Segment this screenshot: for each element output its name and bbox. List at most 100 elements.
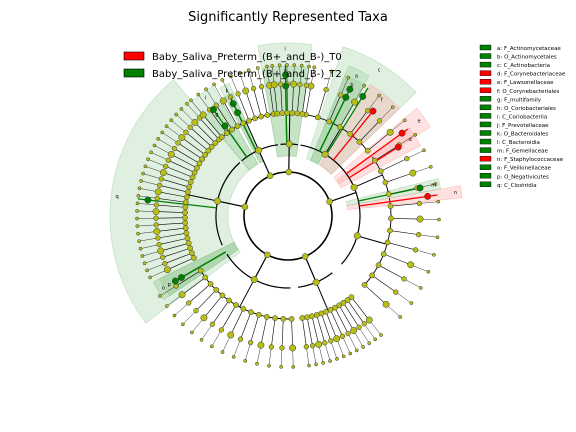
order-node — [284, 110, 291, 116]
leaf-branch — [403, 278, 421, 289]
order-node — [384, 239, 391, 246]
order-branch — [383, 253, 411, 266]
family-node — [178, 134, 186, 141]
leaf-node — [136, 193, 141, 198]
leaf-node — [314, 362, 318, 367]
phylum-branch — [304, 256, 317, 283]
phylum-node — [241, 203, 249, 211]
leaf-branch — [268, 346, 272, 366]
taxon-node-c — [359, 92, 367, 100]
class-node — [321, 150, 329, 158]
order-node — [183, 199, 189, 206]
order-branch — [185, 132, 209, 151]
order-branch — [328, 94, 342, 122]
clade-label-n: n — [454, 190, 457, 196]
order-node — [314, 114, 321, 121]
family-node — [412, 247, 419, 253]
order-node — [218, 134, 225, 140]
order-branch — [339, 101, 355, 128]
leaf-node — [237, 71, 242, 75]
family-node — [153, 215, 159, 221]
family-node — [171, 145, 178, 152]
order-branch — [181, 277, 206, 295]
order-branch — [203, 295, 223, 318]
order-node — [279, 110, 286, 117]
order-branch — [202, 114, 223, 138]
order-node — [202, 274, 209, 281]
taxon-node-l — [209, 106, 217, 113]
order-node — [252, 115, 258, 122]
family-node — [279, 345, 285, 351]
clade-label-m: m — [431, 183, 436, 189]
leaf-branch — [171, 120, 187, 133]
order-branch — [171, 154, 198, 169]
leaf-branch — [419, 201, 439, 204]
leaf-node — [307, 363, 311, 368]
family-node — [382, 300, 390, 308]
legend-swatch-1 — [123, 68, 145, 78]
order-node — [318, 310, 325, 317]
leaf-branch — [182, 310, 197, 325]
order-node — [313, 312, 320, 318]
taxon-swatch-j — [479, 121, 492, 128]
order-node — [183, 230, 190, 237]
order-node — [240, 120, 247, 127]
leaf-branch — [415, 249, 434, 255]
family-node — [416, 200, 423, 207]
order-node — [189, 174, 196, 181]
leaf-node — [185, 101, 189, 106]
leaf-node — [312, 65, 317, 70]
order-node — [182, 204, 189, 211]
family-node — [361, 321, 367, 327]
order-node — [212, 140, 219, 146]
leaf-node — [321, 361, 325, 365]
order-node — [369, 272, 375, 279]
leaf-branch — [358, 327, 370, 344]
class-branch — [187, 194, 218, 202]
order-branch — [157, 198, 186, 203]
leaf-node — [433, 182, 438, 186]
order-node — [299, 111, 306, 117]
order-branch — [378, 264, 405, 280]
leaf-node — [277, 63, 282, 68]
clade-label-h: h — [284, 70, 287, 76]
order-branch — [334, 307, 349, 334]
order-node — [274, 110, 281, 117]
family-node — [258, 84, 265, 90]
order-branch — [281, 318, 284, 348]
order-node — [219, 292, 226, 299]
order-node — [223, 130, 230, 136]
order-node — [182, 220, 189, 226]
class-node — [312, 278, 320, 286]
leaf-branch — [230, 76, 239, 94]
order-branch — [156, 204, 186, 208]
order-branch — [156, 222, 186, 226]
family-node — [345, 330, 351, 337]
leaf-branch — [364, 323, 376, 340]
leaf-node — [435, 235, 440, 240]
order-node — [248, 309, 254, 315]
order-branch — [159, 185, 188, 193]
family-node — [257, 341, 265, 349]
class-node — [285, 140, 293, 148]
clade-label-o: o — [162, 286, 165, 292]
taxon-swatch-f — [479, 87, 492, 93]
order-node — [194, 165, 200, 171]
taxon-node-q — [144, 196, 152, 204]
leaf-branch — [144, 257, 163, 264]
leaf-node — [255, 66, 260, 70]
leaf-node — [229, 74, 233, 79]
legend-label-0: Baby_Saliva_Preterm_(B+_and_B-)_T0 — [152, 52, 342, 63]
order-node — [258, 113, 264, 120]
order-branch — [302, 317, 307, 347]
order-node — [197, 267, 204, 274]
leaf-node — [179, 107, 184, 111]
order-node — [208, 143, 215, 150]
order-branch — [390, 203, 420, 207]
leaf-branch — [257, 68, 262, 87]
leaf-node — [169, 118, 174, 123]
leaf-branch — [159, 285, 177, 297]
taxon-node-d — [394, 143, 402, 151]
clade-label-i: i — [284, 47, 285, 53]
taxon-label-p: p: O_Negativicutes — [497, 174, 549, 180]
